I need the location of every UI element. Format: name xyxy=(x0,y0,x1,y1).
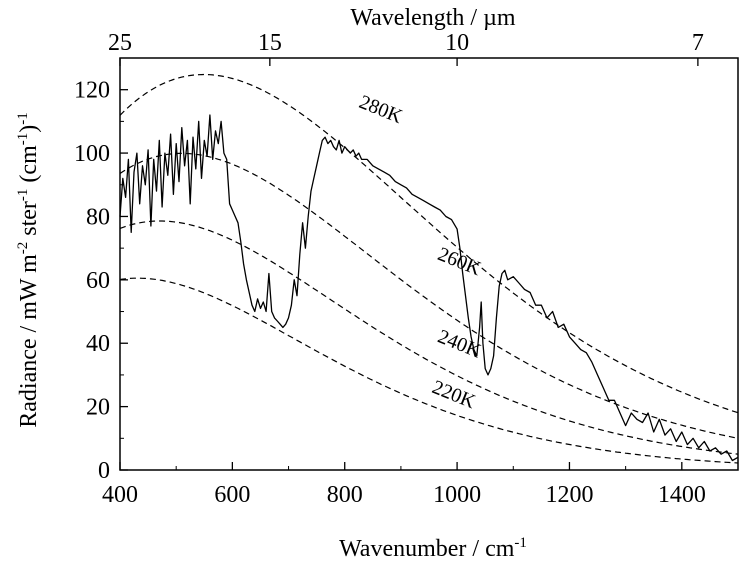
y-axis-title-part-6: ) xyxy=(16,125,42,133)
plot-frame xyxy=(119,57,739,471)
reference-curve-2 xyxy=(119,220,739,455)
reference-curves xyxy=(119,73,739,464)
x-tick-label-3: 1000 xyxy=(433,482,481,508)
y-axis-title-part-3: -1 xyxy=(15,189,31,202)
top-axis-title: Wavelength / µm xyxy=(350,5,516,31)
y-tick-label-3: 60 xyxy=(86,268,110,294)
reference-curve-label-0: 280K xyxy=(356,91,406,128)
y-tick-label-6: 120 xyxy=(74,78,110,104)
top-axis-ticks: 25 15 10 7 xyxy=(108,30,704,66)
reference-curve-label-2: 240K xyxy=(435,325,485,362)
y-axis-title-part-1: -2 xyxy=(15,242,31,255)
x-tick-label-2: 800 xyxy=(327,482,363,508)
x-tick-label-1: 600 xyxy=(214,482,250,508)
y-axis-title-part-2: ster xyxy=(16,201,42,242)
y-tick-label-2: 40 xyxy=(86,331,110,357)
reference-curve-3 xyxy=(119,277,739,464)
top-tick-label-1: 15 xyxy=(258,30,282,56)
y-tick-label-1: 20 xyxy=(86,395,110,421)
y-tick-label-5: 100 xyxy=(74,141,110,167)
x-tick-label-4: 1200 xyxy=(545,482,593,508)
reference-curve-0 xyxy=(119,73,739,414)
x-tick-label-0: 400 xyxy=(102,482,138,508)
top-tick-label-2: 10 xyxy=(445,30,469,56)
measured-spectrum-line xyxy=(119,114,739,462)
y-axis-ticks: 0 20 40 60 80 100 120 xyxy=(74,78,128,484)
reference-curve-1 xyxy=(119,152,739,439)
y-tick-label-4: 80 xyxy=(86,204,110,230)
x-tick-label-5: 1400 xyxy=(658,482,706,508)
y-tick-label-0: 0 xyxy=(98,458,110,484)
y-axis-title: Radiance / mW m-2 ster-1 (cm-1)-1 xyxy=(15,112,42,427)
y-axis-title-part-5: -1 xyxy=(15,133,31,146)
x-axis-title-superscript: -1 xyxy=(514,535,527,551)
measured-spectrum-layer xyxy=(119,114,739,462)
top-tick-label-0: 25 xyxy=(108,30,132,56)
y-axis-title-part-7: -1 xyxy=(15,112,31,125)
x-axis-title-text: Wavenumber / cm xyxy=(339,536,515,562)
y-axis-title-part-0: Radiance / mW m xyxy=(16,254,42,428)
y-axis-title-part-4: (cm xyxy=(16,145,42,189)
x-axis-title: Wavenumber / cm-1 xyxy=(339,535,527,562)
x-axis-ticks: 400 600 800 1000 1200 1400 xyxy=(102,462,706,508)
top-tick-label-3: 7 xyxy=(692,30,704,56)
